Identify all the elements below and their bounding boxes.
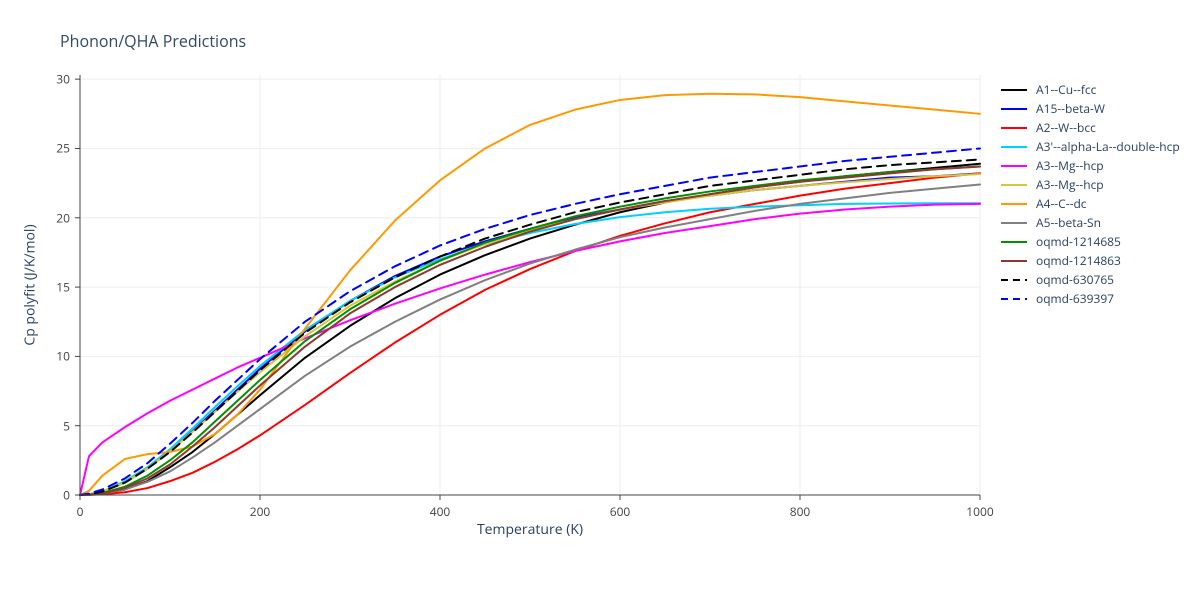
legend-swatch bbox=[1000, 159, 1028, 173]
legend-swatch bbox=[1000, 83, 1028, 97]
legend-label: A3'--alpha-La--double-hcp bbox=[1036, 138, 1180, 155]
legend-swatch bbox=[1000, 102, 1028, 116]
y-tick: 30 bbox=[56, 71, 70, 88]
legend-item[interactable]: oqmd-630765 bbox=[1000, 270, 1180, 289]
legend-label: A3--Mg--hcp bbox=[1036, 176, 1104, 193]
legend-swatch bbox=[1000, 235, 1028, 249]
line-chart bbox=[80, 75, 980, 495]
y-tick: 0 bbox=[63, 487, 70, 504]
x-tick: 800 bbox=[790, 503, 811, 520]
legend-label: A4--C--dc bbox=[1036, 195, 1087, 212]
legend-item[interactable]: oqmd-1214863 bbox=[1000, 251, 1180, 270]
x-tick: 200 bbox=[250, 503, 271, 520]
y-tick: 10 bbox=[56, 348, 70, 365]
y-tick: 15 bbox=[56, 279, 70, 296]
legend-swatch bbox=[1000, 273, 1028, 287]
y-tick: 25 bbox=[56, 140, 70, 157]
legend-item[interactable]: oqmd-639397 bbox=[1000, 289, 1180, 308]
legend-item[interactable]: A15--beta-W bbox=[1000, 99, 1180, 118]
legend-item[interactable]: A3'--alpha-La--double-hcp bbox=[1000, 137, 1180, 156]
legend-swatch bbox=[1000, 121, 1028, 135]
legend-item[interactable]: A4--C--dc bbox=[1000, 194, 1180, 213]
y-axis-label: Cp polyfit (J/K/mol) bbox=[20, 75, 40, 495]
chart-title: Phonon/QHA Predictions bbox=[60, 30, 246, 52]
legend-label: A1--Cu--fcc bbox=[1036, 81, 1096, 98]
x-axis-label: Temperature (K) bbox=[80, 520, 980, 539]
legend-item[interactable]: A1--Cu--fcc bbox=[1000, 80, 1180, 99]
legend-label: oqmd-630765 bbox=[1036, 271, 1114, 288]
legend-label: A3--Mg--hcp bbox=[1036, 157, 1104, 174]
legend-swatch bbox=[1000, 140, 1028, 154]
legend-item[interactable]: A3--Mg--hcp bbox=[1000, 156, 1180, 175]
legend-swatch bbox=[1000, 197, 1028, 211]
legend-item[interactable]: A5--beta-Sn bbox=[1000, 213, 1180, 232]
x-tick: 400 bbox=[430, 503, 451, 520]
x-tick: 1000 bbox=[966, 503, 993, 520]
legend-label: A15--beta-W bbox=[1036, 100, 1105, 117]
legend-label: oqmd-1214685 bbox=[1036, 233, 1121, 250]
legend-item[interactable]: A3--Mg--hcp bbox=[1000, 175, 1180, 194]
legend-swatch bbox=[1000, 216, 1028, 230]
legend-item[interactable]: A2--W--bcc bbox=[1000, 118, 1180, 137]
x-tick: 600 bbox=[610, 503, 631, 520]
legend-label: oqmd-639397 bbox=[1036, 290, 1114, 307]
legend-swatch bbox=[1000, 292, 1028, 306]
legend-swatch bbox=[1000, 254, 1028, 268]
legend-label: A2--W--bcc bbox=[1036, 119, 1096, 136]
legend-item[interactable]: oqmd-1214685 bbox=[1000, 232, 1180, 251]
y-tick: 20 bbox=[56, 209, 70, 226]
legend-label: A5--beta-Sn bbox=[1036, 214, 1101, 231]
chart-legend: A1--Cu--fcc A15--beta-W A2--W--bcc A3'--alp… bbox=[1000, 80, 1180, 308]
legend-label: oqmd-1214863 bbox=[1036, 252, 1121, 269]
x-tick: 0 bbox=[77, 503, 84, 520]
legend-swatch bbox=[1000, 178, 1028, 192]
y-tick: 5 bbox=[63, 417, 70, 434]
